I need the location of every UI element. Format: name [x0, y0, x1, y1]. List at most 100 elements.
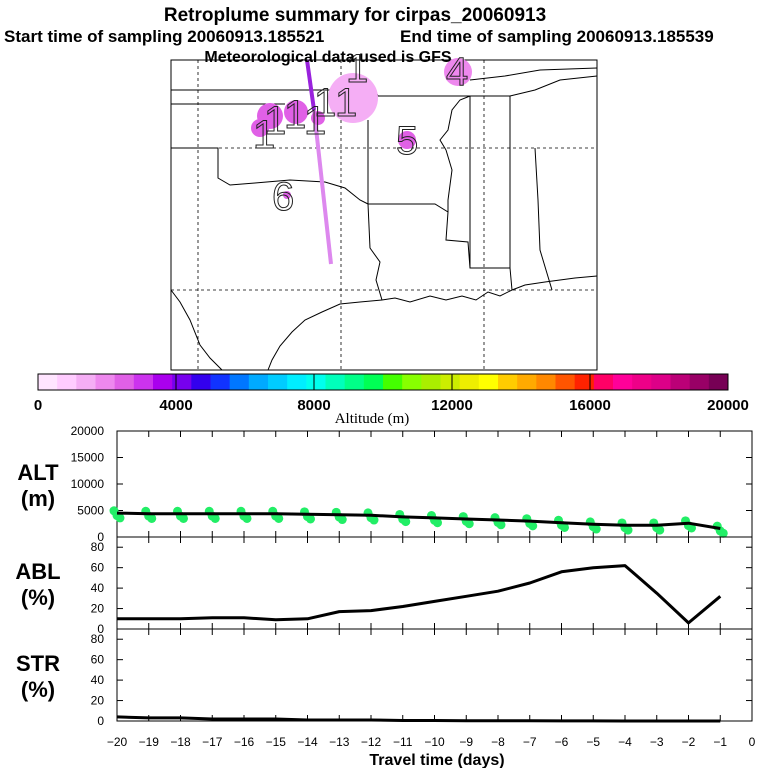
- colorbar-swatch: [229, 374, 250, 390]
- colorbar-label: Altitude (m): [335, 411, 410, 427]
- x-tick-label: −18: [170, 735, 191, 749]
- colorbar-tick-label: 0: [34, 397, 42, 414]
- colorbar-swatch: [593, 374, 614, 390]
- y-tick-label: 0: [97, 714, 104, 728]
- colorbar-tick-label: 8000: [297, 397, 330, 414]
- x-tick-label: −4: [618, 735, 632, 749]
- y-tick-label: 20: [91, 602, 105, 616]
- panel-ylabel: STR: [16, 651, 60, 676]
- colorbar-swatch: [248, 374, 269, 390]
- alt-point: [115, 513, 125, 523]
- map-frame: [170, 59, 598, 371]
- alt-point: [369, 515, 379, 525]
- panel-ylabel: ALT: [17, 460, 59, 485]
- y-tick-label: 80: [91, 632, 105, 646]
- plume-label: 1: [304, 99, 326, 143]
- colorbar-swatch: [57, 374, 77, 390]
- colorbar-swatch: [708, 374, 729, 390]
- end-time-label: End time of sampling 20060913.185539: [400, 27, 714, 46]
- colorbar-swatch: [344, 374, 365, 390]
- panel-ylabel-units: (%): [21, 677, 55, 702]
- alt-point: [528, 521, 538, 531]
- map-panel: 1 1 1 1 1 1 1 4 5 6: [170, 47, 598, 371]
- x-tick-label: −6: [555, 735, 569, 749]
- plume-label: 1: [314, 81, 336, 125]
- panel-frame: [116, 628, 753, 722]
- alt-point: [210, 513, 220, 523]
- series-line: [116, 715, 721, 723]
- alt-point: [242, 513, 252, 523]
- colorbar-tick-label: 4000: [159, 397, 192, 414]
- plume-circle: [311, 111, 325, 125]
- x-tick-label: −13: [329, 735, 350, 749]
- x-tick-label: −16: [234, 735, 255, 749]
- colorbar-swatch: [153, 374, 173, 390]
- x-tick-label: −17: [202, 735, 223, 749]
- colorbar-swatch: [210, 374, 231, 390]
- panel-ylabel-units: (m): [21, 486, 55, 511]
- x-axis-label: Travel time (days): [369, 752, 504, 768]
- series-line: [116, 511, 721, 530]
- start-time-label: Start time of sampling 20060913.185521: [4, 27, 324, 46]
- colorbar-swatch: [287, 374, 307, 390]
- colorbar-swatch: [670, 374, 691, 390]
- x-tick-label: −2: [682, 735, 696, 749]
- plume-label: 1: [264, 99, 286, 143]
- plume-track-upper: [305, 59, 316, 111]
- colorbar-swatch: [651, 374, 671, 390]
- met-data-label: Meteorological data used is GFS: [204, 49, 451, 66]
- alt-point: [401, 517, 411, 527]
- colorbar-swatch: [440, 374, 461, 390]
- y-tick-label: 60: [91, 653, 105, 667]
- alt-point: [179, 513, 188, 523]
- plume-labels: 1 1 1 1 1 1 1 4 5 6: [253, 47, 469, 220]
- figure-title: Retroplume summary for cirpas_20060913: [164, 5, 546, 26]
- y-tick-label: 10000: [71, 477, 105, 491]
- x-tick-labels: −20 −19 −18 −17 −16 −15 −14 −13 −12 −11 −10 −9 −8 −7−…: [107, 735, 756, 749]
- colorbar-swatch: [38, 374, 58, 390]
- y-tick-label: 60: [91, 561, 105, 575]
- series-line: [117, 564, 722, 625]
- colorbar-swatch: [632, 374, 652, 390]
- alt-point: [560, 522, 569, 532]
- plume-circle: [251, 119, 269, 137]
- colorbar-swatch: [268, 374, 288, 390]
- x-tick-label: −19: [139, 735, 160, 749]
- panel-ylabel-units: (%): [21, 585, 55, 610]
- panel-ylabel: ABL: [15, 559, 60, 584]
- colorbar-swatch: [306, 374, 326, 390]
- y-tick-label: 80: [91, 540, 105, 554]
- colorbar-swatch: [517, 374, 537, 390]
- colorbar-tick-label: 20000: [707, 397, 749, 414]
- plume-label: 4: [446, 50, 468, 94]
- plume-circles: [251, 58, 472, 199]
- panel-str: 80 60 40 20 0 STR(%): [16, 628, 753, 728]
- alt-point: [655, 525, 665, 535]
- x-tick-label: −1: [713, 735, 727, 749]
- y-tick-label: 40: [91, 581, 105, 595]
- colorbar-swatch: [191, 374, 211, 390]
- colorbar-swatch: [555, 374, 576, 390]
- colorbar-swatch: [133, 374, 154, 390]
- x-tick-label: −5: [586, 735, 600, 749]
- colorbar-swatch: [76, 374, 96, 390]
- y-tick-label: 0: [97, 530, 104, 544]
- plume-label: 6: [272, 175, 294, 219]
- colorbar-swatch: [459, 374, 480, 390]
- map-grid: [171, 60, 597, 370]
- colorbar-swatch: [478, 374, 499, 390]
- y-tick-label: 5000: [77, 504, 104, 518]
- y-tick-label: 20000: [71, 424, 105, 438]
- colorbar-swatch: [498, 374, 518, 390]
- colorbar-swatches: [38, 374, 729, 390]
- colorbar: 0 4000 8000 12000 16000 20000 Altitude (m): [34, 373, 749, 427]
- plume-track-lower: [312, 109, 333, 265]
- alt-point: [464, 519, 474, 529]
- colorbar-tick-label: 12000: [431, 397, 473, 414]
- colorbar-swatch: [95, 374, 116, 390]
- time-series-panels: 20000150001000050000ALT(m)806040200ABL(%…: [15, 424, 755, 749]
- plume-label: 1: [335, 81, 357, 125]
- plume-circle: [444, 58, 472, 86]
- colorbar-swatch: [114, 374, 135, 390]
